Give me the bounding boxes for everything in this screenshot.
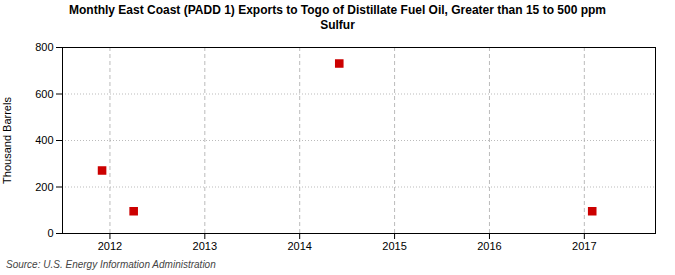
svg-text:600: 600: [35, 88, 53, 100]
svg-text:200: 200: [35, 181, 53, 193]
svg-text:2013: 2013: [193, 240, 217, 252]
svg-text:2012: 2012: [98, 240, 122, 252]
svg-text:2015: 2015: [382, 240, 406, 252]
svg-text:2016: 2016: [477, 240, 501, 252]
html-text:Source: U.S. Energy Informatio: Source: U.S. Energy Information Administ…: [6, 259, 216, 270]
svg-text:800: 800: [35, 41, 53, 53]
svg-text:0: 0: [47, 227, 53, 239]
html-text:Monthly East Coast (PADD 1) Ex: Monthly East Coast (PADD 1) Exports to T…: [69, 3, 606, 32]
svg-text:400: 400: [35, 134, 53, 146]
svg-text:2017: 2017: [572, 240, 596, 252]
svg-text:Thousand Barrels: Thousand Barrels: [1, 97, 13, 184]
svg-text:2014: 2014: [287, 240, 311, 252]
